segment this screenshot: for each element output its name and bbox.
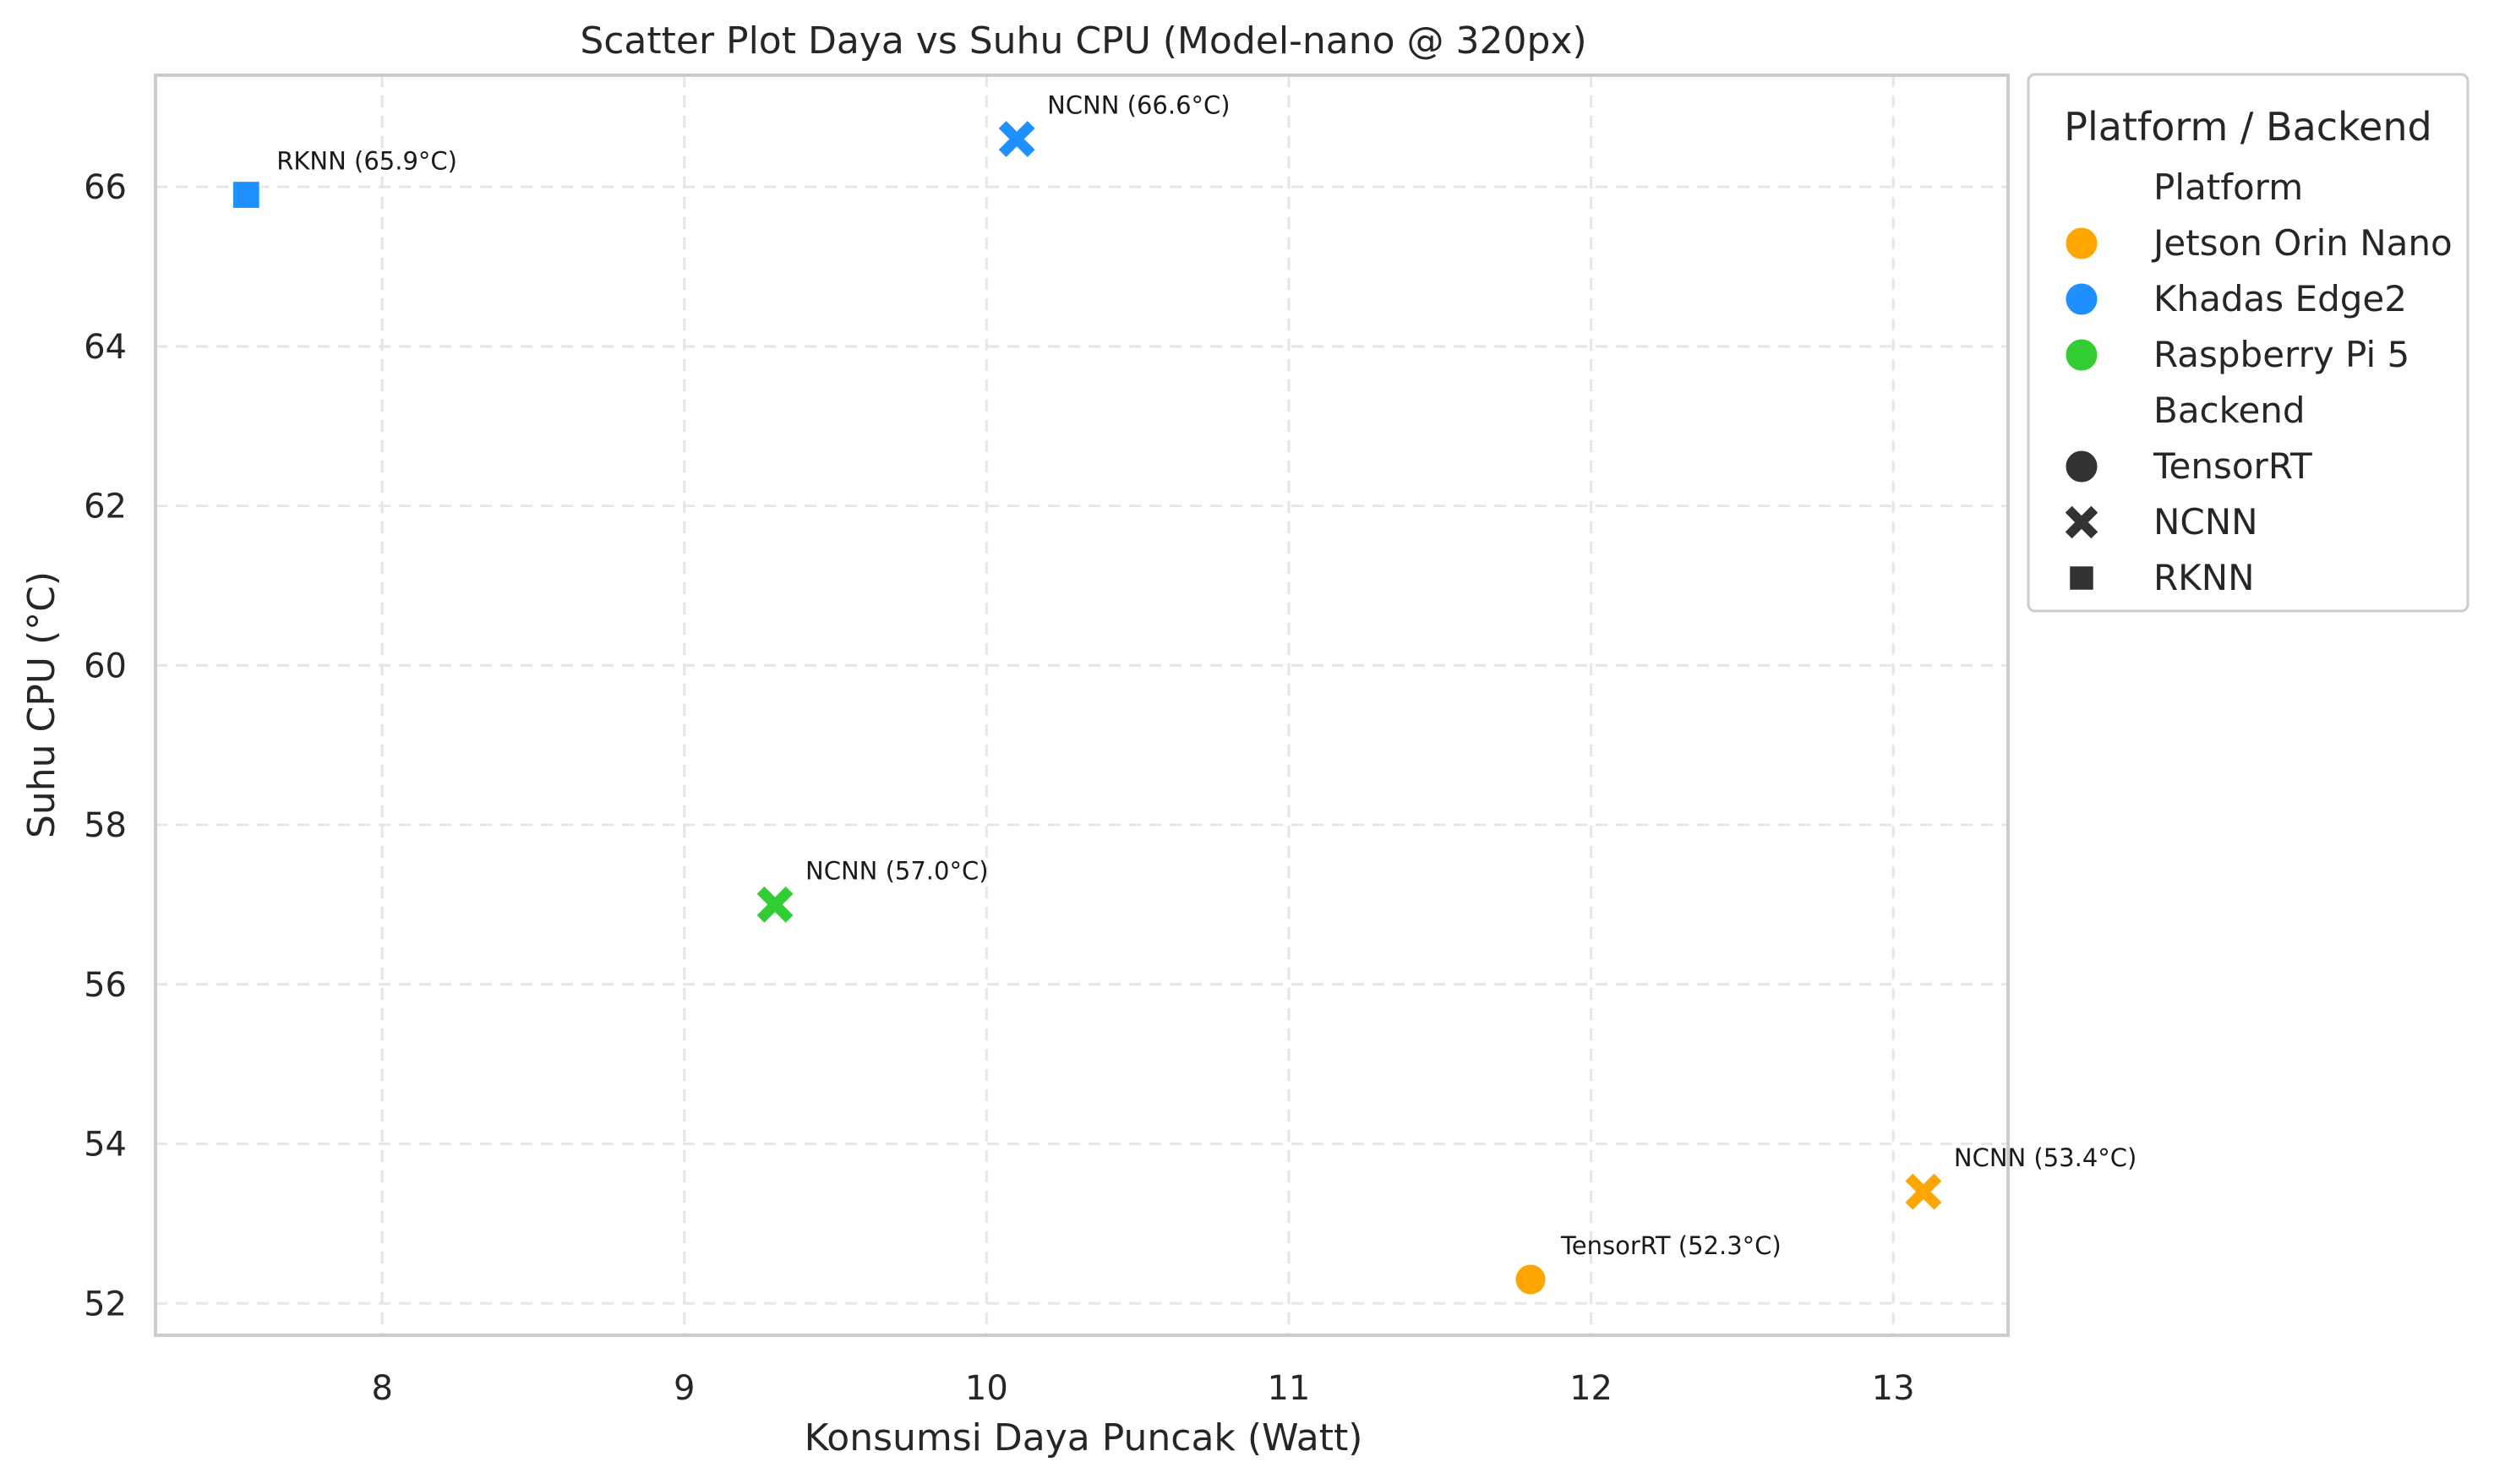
legend-entry: TensorRT <box>2153 445 2312 487</box>
grid-lines <box>156 75 2008 1335</box>
legend-title: Platform / Backend <box>2064 104 2431 150</box>
point-annotation: NCNN (66.6°C) <box>1047 90 1231 119</box>
legend-section-header: Backend <box>2153 390 2306 431</box>
legend-frame <box>2027 73 2469 613</box>
data-point <box>998 121 1035 157</box>
y-tick-label: 62 <box>84 488 127 526</box>
data-points <box>231 121 1942 1297</box>
x-tick-label: 9 <box>674 1369 695 1408</box>
y-tick-label: 58 <box>84 806 127 845</box>
legend-entry: Raspberry Pi 5 <box>2153 334 2409 375</box>
y-tick-label: 66 <box>84 168 127 207</box>
point-annotations: RKNN (65.9°C) NCNN (66.6°C) NCNN (57.0°C) T… <box>276 90 2137 1259</box>
y-tick-label: 52 <box>84 1285 127 1323</box>
x-tick-label: 13 <box>1872 1369 1915 1408</box>
point-annotation: TensorRT (52.3°C) <box>1560 1231 1782 1260</box>
point-annotation: RKNN (65.9°C) <box>276 147 457 176</box>
data-point <box>1513 1262 1548 1297</box>
point-annotation: NCNN (57.0°C) <box>805 856 988 885</box>
x-tick-label: 11 <box>1267 1369 1310 1408</box>
legend-items: Platform Jetson Orin Nano Khadas Edge2 Rasp… <box>2063 166 2453 598</box>
y-axis-label: Suhu CPU (°C) <box>20 571 63 838</box>
y-tick-label: 54 <box>84 1126 127 1165</box>
plot-frame <box>154 74 2010 1337</box>
y-tick-label: 64 <box>84 328 127 367</box>
legend-marker <box>2065 505 2098 539</box>
legend-entry: RKNN <box>2153 557 2255 598</box>
legend-marker <box>2063 336 2100 374</box>
y-tick-label: 56 <box>84 966 127 1005</box>
point-annotation: NCNN (53.4°C) <box>1954 1143 2137 1172</box>
x-tick-label: 12 <box>1569 1369 1613 1408</box>
legend-marker <box>2068 565 2095 592</box>
x-tick-label: 8 <box>371 1369 392 1408</box>
legend-entry: Jetson Orin Nano <box>2151 222 2453 264</box>
legend-marker <box>2063 225 2100 262</box>
legend-section-header: Platform <box>2153 166 2303 208</box>
data-point <box>1905 1173 1942 1210</box>
legend: Platform / Backend Platform Jetson Orin N… <box>2027 73 2469 613</box>
data-point <box>756 887 794 923</box>
legend-marker <box>2063 448 2100 485</box>
legend-marker <box>2063 281 2100 318</box>
x-tick-label: 10 <box>965 1369 1008 1408</box>
legend-entry: NCNN <box>2153 501 2258 543</box>
chart-title: Scatter Plot Daya vs Suhu CPU (Model-nan… <box>580 19 1586 63</box>
x-axis-label: Konsumsi Daya Puncak (Watt) <box>805 1416 1363 1459</box>
data-point <box>231 180 261 210</box>
y-tick-label: 60 <box>84 647 127 685</box>
legend-entry: Khadas Edge2 <box>2153 278 2407 319</box>
tick-labels: 8 9 10 11 12 13 52 54 56 58 60 62 64 66 <box>84 168 1914 1408</box>
